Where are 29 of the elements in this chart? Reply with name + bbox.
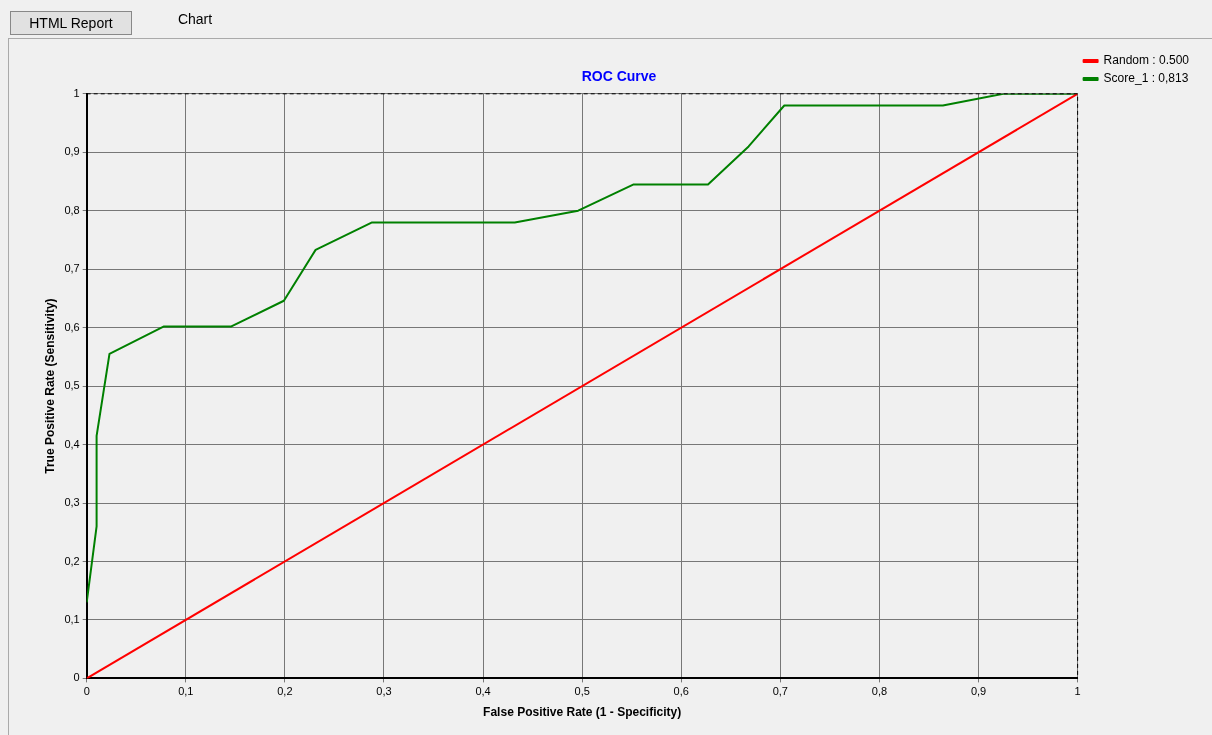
text: Chart: [176, 10, 214, 29]
y-tick-label: 0,5: [64, 379, 80, 392]
y-tick-label: 0: [73, 671, 80, 684]
y-tick-label: 0,1: [64, 612, 80, 625]
x-tick-label: 0,1: [178, 685, 194, 698]
y-tick-label: 0,6: [64, 320, 80, 333]
x-tick-label: 0,3: [376, 685, 392, 698]
legend-label: Score_1 : 0,813: [1103, 71, 1189, 86]
x-tick-label: 0,9: [970, 685, 987, 698]
y-tick-label: 0,9: [64, 145, 80, 158]
y-tick-label: 0,4: [64, 437, 80, 450]
x-tick-label: 0,4: [475, 685, 491, 698]
y-tick-label: 0,2: [64, 554, 80, 567]
legend-label: Random : 0.500: [1103, 53, 1190, 68]
y-axis-title: True Positive Rate (Sensitivity): [42, 298, 57, 474]
y-tick-label: 0,7: [64, 262, 80, 275]
x-tick-label: 0: [83, 685, 90, 698]
x-tick-label: 0,5: [574, 685, 590, 698]
y-tick-label: 1: [73, 86, 80, 99]
x-tick-label: 0,7: [772, 685, 788, 698]
text: HTML Report: [10, 11, 132, 35]
x-tick-label: 0,6: [673, 685, 689, 698]
x-axis-title: False Positive Rate (1 - Specificity): [483, 705, 682, 720]
y-tick-label: 0,3: [64, 496, 80, 509]
y-tick-label: 0,8: [64, 203, 80, 216]
chart-title: ROC Curve: [581, 68, 657, 85]
x-tick-label: 0,8: [871, 685, 888, 698]
x-tick-label: 0,2: [277, 685, 293, 698]
x-tick-label: 1: [1074, 685, 1081, 698]
